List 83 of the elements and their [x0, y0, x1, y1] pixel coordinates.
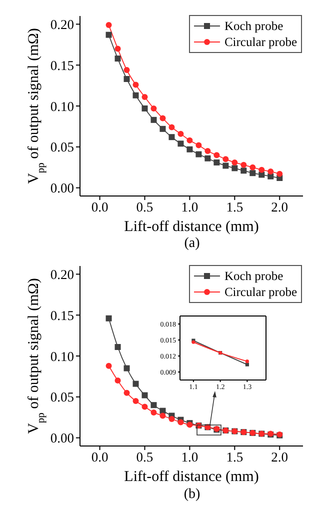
point — [232, 165, 238, 172]
y-tick-label: 0.05 — [50, 390, 74, 405]
x-tick-label: 0.5 — [136, 200, 154, 215]
y-tick-label: 0.20 — [50, 16, 74, 32]
point — [178, 140, 184, 147]
point — [150, 116, 157, 123]
point — [132, 398, 139, 404]
x-tick-label: 0.5 — [136, 450, 154, 465]
point — [106, 315, 112, 322]
y-tick-label: 0.10 — [50, 98, 74, 114]
point — [276, 170, 283, 177]
legend-label: Koch probe — [224, 18, 284, 34]
point — [240, 168, 247, 174]
point — [114, 344, 121, 350]
point — [132, 82, 139, 88]
point — [106, 362, 112, 369]
point — [214, 152, 220, 158]
point — [142, 105, 148, 112]
point — [124, 76, 130, 82]
x-axis-title: Lift-off distance (mm) — [124, 219, 259, 235]
point — [106, 22, 112, 28]
legend-label: Circular probe — [224, 284, 297, 300]
point — [142, 94, 148, 100]
point — [160, 115, 166, 122]
point — [142, 404, 148, 410]
point — [240, 162, 247, 168]
x-axis-title: Lift-off distance (mm) — [124, 469, 259, 485]
point — [250, 170, 256, 176]
x-tick-label: 0.0 — [91, 200, 108, 215]
point — [124, 390, 130, 396]
point — [196, 151, 202, 158]
y-tick-label: 0.00 — [50, 180, 74, 196]
point — [196, 142, 202, 148]
x-tick-label: 2.0 — [271, 450, 288, 465]
x-tick-label: 1.5 — [226, 450, 244, 465]
point — [245, 360, 249, 364]
point — [222, 156, 229, 162]
point — [106, 32, 112, 38]
point — [178, 419, 184, 426]
point — [142, 392, 148, 398]
point — [268, 173, 274, 180]
point — [150, 409, 157, 416]
point — [150, 402, 157, 408]
text: (b) — [182, 487, 202, 503]
y-tick-label: 0.10 — [50, 348, 74, 364]
point — [168, 124, 175, 130]
point — [150, 105, 157, 112]
point — [214, 159, 220, 166]
point — [258, 166, 265, 173]
point — [168, 134, 175, 140]
point — [114, 56, 121, 62]
y-tick-label: 0.00 — [50, 430, 74, 446]
x-tick-label: 0.0 — [91, 450, 108, 465]
x-tick-label: 2.0 — [271, 200, 288, 215]
y-tick-label: 0.20 — [50, 266, 74, 282]
legend-label: Koch probe — [224, 268, 284, 284]
point — [204, 148, 211, 154]
x-tick-label: 1.0 — [181, 450, 198, 465]
x-tick-label: 1.5 — [226, 200, 244, 215]
point — [245, 362, 249, 366]
point — [222, 162, 229, 169]
point — [132, 92, 139, 98]
point — [186, 146, 193, 152]
point — [168, 416, 175, 422]
point — [204, 155, 211, 162]
y-tick-label: 0.15 — [50, 308, 74, 323]
point — [124, 67, 130, 73]
point — [124, 365, 130, 372]
point — [160, 126, 166, 132]
x-tick-label: 1.0 — [181, 200, 198, 215]
point — [132, 380, 139, 387]
point — [250, 164, 256, 170]
y-tick-label: 0.05 — [50, 140, 74, 155]
text: (a) — [183, 236, 201, 252]
point — [232, 159, 238, 166]
point — [186, 137, 193, 144]
point — [160, 412, 166, 419]
legend-label: Circular probe — [224, 34, 297, 50]
y-tick-label: 0.15 — [50, 58, 74, 73]
point — [114, 46, 121, 52]
point — [178, 130, 184, 137]
point — [114, 378, 121, 384]
point — [268, 168, 274, 174]
